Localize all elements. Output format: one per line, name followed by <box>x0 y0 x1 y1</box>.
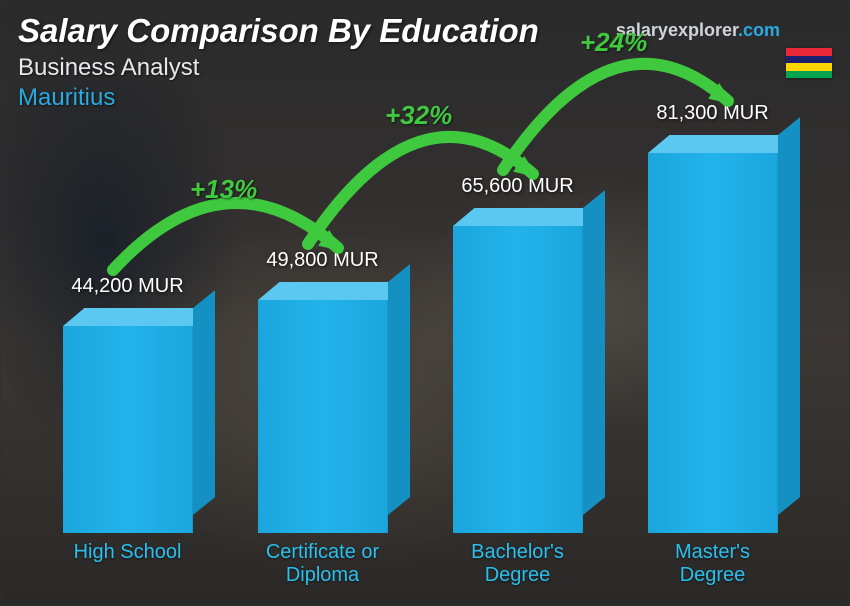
bar-slot: 49,800 MURCertificate orDiploma <box>225 300 420 588</box>
bar-front-face <box>258 300 388 533</box>
bar-value-label: 81,300 MUR <box>615 102 810 125</box>
bar-slot: 65,600 MURBachelor'sDegree <box>420 226 615 588</box>
increment-percentage: +32% <box>385 100 452 131</box>
bar <box>648 153 778 533</box>
flag-stripe <box>786 56 832 64</box>
bar-slot: 44,200 MURHigh School <box>30 326 225 588</box>
bar-front-face <box>648 153 778 533</box>
watermark-part2: .com <box>738 20 780 40</box>
flag-stripe <box>786 63 832 71</box>
bar-top-face <box>258 282 409 300</box>
bar-side-face <box>388 264 410 515</box>
bar-side-face <box>583 190 605 515</box>
bar-value-label: 49,800 MUR <box>225 249 420 272</box>
flag-stripe <box>786 71 832 79</box>
bar-side-face <box>193 290 215 515</box>
bar-category-label: High School <box>30 541 225 588</box>
bar-chart: 44,200 MURHigh School49,800 MURCertifica… <box>30 118 810 588</box>
bar-category-label: Master'sDegree <box>615 541 810 588</box>
country-flag-icon <box>786 48 832 78</box>
bar-top-face <box>63 308 214 326</box>
bar-value-label: 65,600 MUR <box>420 175 615 198</box>
bar-category-label: Certificate orDiploma <box>225 541 420 588</box>
bar-category-label: Bachelor'sDegree <box>420 541 615 588</box>
job-title: Business Analyst <box>18 54 832 82</box>
increment-percentage: +24% <box>580 27 647 58</box>
bar-slot: 81,300 MURMaster'sDegree <box>615 153 810 588</box>
bar <box>258 300 388 533</box>
bar-front-face <box>63 326 193 533</box>
bar <box>63 326 193 533</box>
flag-stripe <box>786 48 832 56</box>
increment-percentage: +13% <box>190 174 257 205</box>
bar-top-face <box>648 135 799 153</box>
bar-side-face <box>778 117 800 515</box>
bar-value-label: 44,200 MUR <box>30 275 225 298</box>
bar <box>453 226 583 533</box>
bar-front-face <box>453 226 583 533</box>
bar-top-face <box>453 208 604 226</box>
